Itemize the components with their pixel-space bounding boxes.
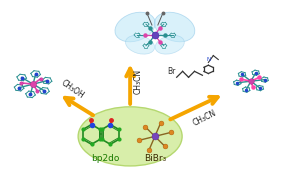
Text: CH₃OH: CH₃OH: [60, 79, 86, 101]
Text: Br: Br: [167, 67, 175, 76]
Ellipse shape: [155, 35, 184, 54]
Text: N: N: [206, 57, 210, 61]
Ellipse shape: [155, 12, 195, 42]
Text: CH₃CN: CH₃CN: [134, 69, 143, 94]
Ellipse shape: [78, 107, 182, 166]
Text: BiBr₃: BiBr₃: [144, 153, 166, 163]
Text: bp2do: bp2do: [91, 153, 120, 163]
Ellipse shape: [115, 12, 155, 42]
Ellipse shape: [125, 35, 155, 54]
Text: CH₃CN: CH₃CN: [191, 109, 218, 128]
